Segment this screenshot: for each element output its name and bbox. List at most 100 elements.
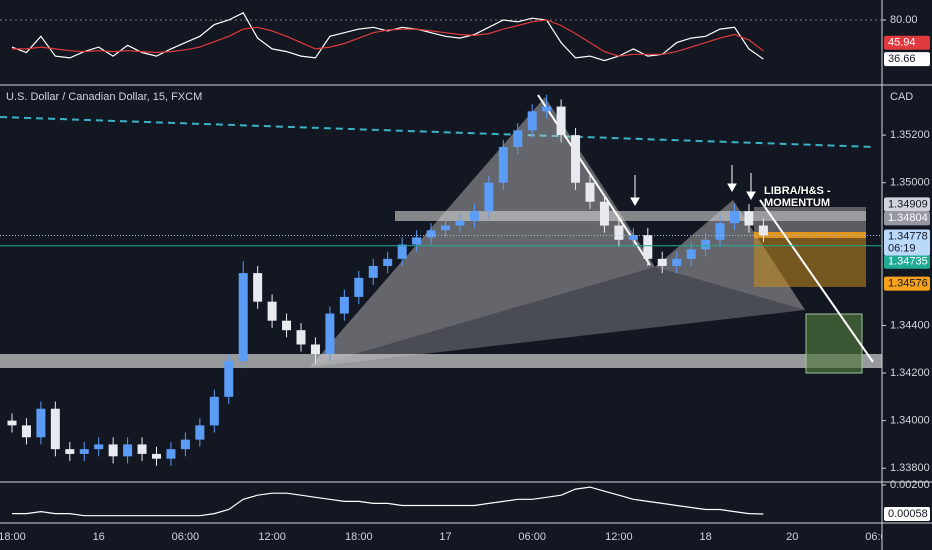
candle-body (209, 396, 219, 426)
candle-body (94, 444, 104, 450)
current-price-box (884, 229, 930, 256)
candle-body (195, 425, 205, 440)
candle-body (368, 265, 378, 278)
x-tick-label: 12:00 (605, 531, 633, 543)
candle-body (657, 258, 667, 266)
y-tick-label: 0.00200 (890, 479, 930, 491)
zone-band (395, 211, 866, 221)
arrow-head (727, 183, 737, 193)
candle-body (426, 230, 436, 238)
target-box (754, 207, 866, 232)
drawings (0, 94, 882, 374)
candle-body (542, 106, 552, 112)
candle-body (36, 408, 46, 438)
candle-body (339, 296, 349, 314)
candle-body (701, 239, 711, 250)
trend-line (0, 116, 876, 148)
candle-body (50, 408, 60, 450)
stop-box (754, 232, 866, 238)
candle-body (758, 225, 768, 236)
candle-body (21, 425, 31, 438)
drawn-line (759, 199, 874, 363)
price-level-label-box (884, 197, 930, 212)
x-tick-label: 16 (93, 531, 105, 543)
candle-body (123, 444, 133, 457)
candle-body (224, 361, 234, 397)
candle-body (614, 225, 624, 240)
axis-unit: CAD (890, 91, 913, 103)
x-tick-label: 12:00 (258, 531, 286, 543)
candle-body (412, 237, 422, 245)
price-level-label: 1.34576 (888, 277, 928, 289)
price-level-label: 1.34804 (888, 212, 928, 224)
indicator-line (11, 12, 764, 62)
plot-area: 18:00 16 06:00 12:00 18:00 17 06:00 12:00 18 20 06… (0, 12, 882, 543)
candle-body (397, 244, 407, 259)
candle-body (282, 320, 292, 331)
candle-body (310, 344, 320, 354)
indicator-line (12, 486, 764, 517)
candle-body (469, 211, 479, 221)
arrows (630, 165, 756, 207)
chart-title: U.S. Dollar / Canadian Dollar, 15, FXCM (6, 91, 202, 103)
candle-body (556, 106, 566, 136)
candle-body (383, 258, 393, 266)
candle-body (730, 211, 739, 224)
profit-box (805, 313, 863, 374)
candle-body (527, 111, 537, 131)
candle-body (152, 453, 161, 459)
candle-body (180, 439, 190, 450)
candle-body (571, 135, 581, 183)
candle-body (715, 223, 725, 240)
x-tick-label: 18:00 (0, 531, 26, 543)
price-level-label-box (884, 276, 930, 291)
y-tick-label: 1.35200 (890, 129, 930, 141)
price-level-label: 1.34909 (888, 198, 928, 210)
price-level-label-box (884, 254, 930, 269)
last-value-label-box (884, 52, 930, 67)
current-price-label: 1.34778 (888, 230, 928, 242)
last-value-label-box (884, 507, 930, 522)
candle-body (643, 235, 653, 259)
candle-body (672, 258, 682, 266)
x-tick-label: 18 (699, 531, 711, 543)
candle-body (599, 201, 609, 226)
last-value-label: 45.94 (888, 37, 916, 49)
y-tick-label: 1.35000 (890, 177, 930, 189)
candle-body (628, 235, 638, 240)
x-tick-label: 06:00 (518, 531, 546, 543)
x-tick-label: 06:00 (172, 531, 200, 543)
candle-body (744, 211, 754, 226)
candle-body (253, 273, 263, 302)
y-tick-label: 80.00 (890, 14, 918, 26)
candle-body (137, 444, 147, 454)
pattern-triangle (310, 267, 805, 367)
annotation: LIBRA/H&S - MOMENTUM (764, 185, 831, 209)
last-value-label: 36.66 (888, 53, 916, 65)
indicator-line (12, 19, 764, 57)
candle-body (585, 182, 595, 202)
last-value-label-box (884, 35, 930, 50)
candle-body (455, 220, 465, 226)
y-tick-label: 1.34400 (890, 319, 930, 331)
candle-body (238, 273, 248, 362)
countdown-label: 06:19 (888, 242, 916, 254)
candle-body (441, 225, 450, 231)
candle-body (354, 277, 364, 297)
candle-body (325, 313, 335, 354)
x-tick-label: 18:00 (345, 531, 373, 543)
arrow-head (746, 191, 756, 201)
price-level-label-box (884, 211, 930, 226)
arrow-head (630, 197, 640, 207)
candle-body (65, 449, 75, 454)
last-value-label: 0.00058 (888, 508, 928, 520)
candle-body (296, 330, 306, 345)
x-tick-label: 20 (786, 531, 798, 543)
y-tick-label: 1.34200 (890, 367, 930, 379)
candle-body (513, 130, 523, 148)
pattern-triangle (310, 97, 655, 367)
candle-body (7, 420, 17, 426)
candle-body (166, 449, 176, 459)
candle-body (484, 182, 494, 212)
